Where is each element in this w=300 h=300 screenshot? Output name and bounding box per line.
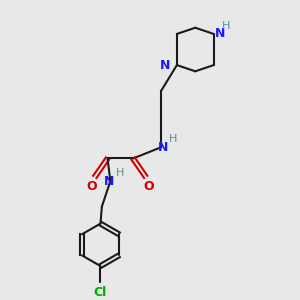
Text: N: N	[104, 175, 114, 188]
Text: H: H	[222, 20, 230, 31]
Text: N: N	[215, 27, 226, 40]
Text: N: N	[158, 141, 168, 154]
Text: O: O	[86, 180, 97, 193]
Text: O: O	[144, 180, 154, 193]
Text: Cl: Cl	[94, 286, 107, 299]
Text: N: N	[160, 58, 171, 72]
Text: H: H	[168, 134, 177, 144]
Text: H: H	[116, 168, 124, 178]
